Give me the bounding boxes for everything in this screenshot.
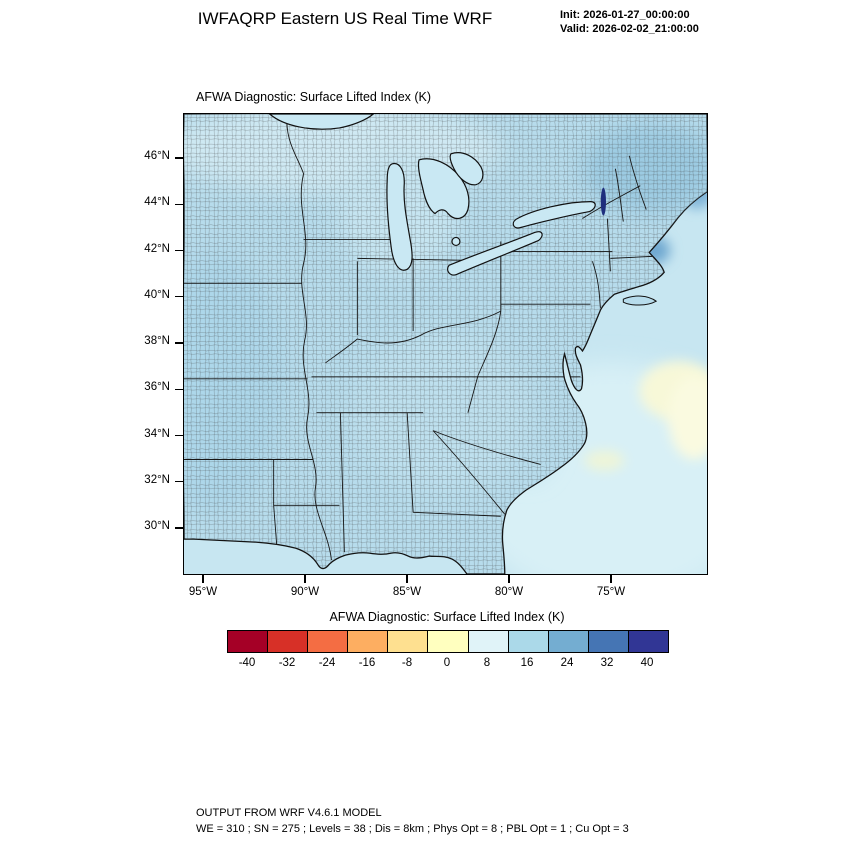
y-tick-mark	[175, 481, 183, 483]
y-tick-mark	[175, 388, 183, 390]
y-tick-mark	[175, 434, 183, 437]
init-time-label: Init: 2026-01-27_00:00:00	[560, 9, 690, 21]
x-tick-mark	[406, 575, 408, 583]
colorbar-box	[228, 631, 268, 652]
colorbar-box	[427, 631, 468, 652]
colorbar-box	[307, 631, 348, 652]
y-axis-tick-label: 38°N	[144, 335, 170, 347]
lake-st-clair	[451, 236, 461, 247]
long-island	[622, 295, 658, 306]
colorbar-tick-label: -16	[358, 657, 376, 669]
x-axis-tick-label: 85°W	[392, 586, 422, 598]
colorbar-box	[587, 631, 628, 652]
y-tick-mark	[175, 342, 183, 344]
x-tick-mark	[304, 575, 306, 583]
x-axis-tick-label: 80°W	[494, 586, 524, 598]
colorbar-tick-label: -40	[238, 657, 256, 669]
georgian-bay	[449, 152, 484, 186]
x-axis-tick-label: 95°W	[188, 586, 218, 598]
footer: OUTPUT FROM WRF V4.6.1 MODEL WE = 310 ; …	[196, 806, 629, 837]
colorbar-tick-label: 0	[443, 657, 451, 669]
colorbar-tick-label: 40	[640, 657, 654, 669]
colorbar-tick-label: -8	[401, 657, 413, 669]
colorbar-tick-label: 24	[560, 657, 574, 669]
colorbar-box	[467, 631, 508, 652]
colorbar	[227, 630, 669, 653]
page-title: IWFAQRP Eastern US Real Time WRF	[197, 9, 493, 28]
y-axis-tick-label: 40°N	[144, 288, 170, 301]
x-axis-tick-label: 90°W	[290, 586, 320, 598]
colorbar-box	[507, 631, 548, 652]
great-lakes	[268, 114, 596, 276]
colorbar-box	[347, 631, 388, 652]
map-frame	[183, 113, 708, 575]
x-tick-mark	[610, 575, 612, 583]
state-boundaries	[184, 114, 653, 561]
plot-title: AFWA Diagnostic: Surface Lifted Index (K…	[196, 90, 432, 104]
x-axis-tick-label: 75°W	[596, 586, 626, 598]
colorbar-tick-label: 16	[520, 657, 534, 669]
colorbar-tick-label: 32	[600, 657, 614, 669]
map-canvas	[184, 114, 707, 574]
y-tick-mark	[175, 157, 183, 159]
y-tick-mark	[175, 249, 183, 252]
x-tick-mark	[508, 575, 510, 583]
colorbar-label: AFWA Diagnostic: Surface Lifted Index (K…	[329, 610, 565, 624]
y-axis-tick-label: 30°N	[144, 520, 170, 532]
valid-time-label: Valid: 2026-02-02_21:00:00	[560, 22, 699, 35]
colorbar-tick-label: -24	[318, 657, 336, 669]
y-tick-mark	[175, 296, 183, 298]
colorbar-box	[387, 631, 428, 652]
colorbar-tick-label: 8	[483, 657, 491, 669]
colorbar-tick-label: -32	[278, 657, 296, 669]
colorbar-box	[547, 631, 588, 652]
colorbar-box	[627, 631, 669, 652]
colorbar-box	[267, 631, 308, 652]
lake-ontario	[512, 201, 596, 229]
lake-superior	[268, 114, 375, 130]
y-axis-tick-label: 42°N	[144, 242, 170, 255]
y-tick-mark	[175, 527, 183, 529]
y-axis-tick-label: 44°N	[144, 196, 170, 209]
y-axis-tick-label: 46°N	[144, 150, 170, 162]
lake-michigan	[386, 162, 413, 271]
y-tick-mark	[175, 203, 183, 205]
y-axis-tick-label: 34°N	[144, 427, 170, 440]
y-axis-tick-label: 32°N	[144, 473, 170, 486]
run-times: Init: 2026-01-27_00:00:00 Valid: 2026-02…	[560, 9, 699, 36]
footer-config-line: WE = 310 ; SN = 275 ; Levels = 38 ; Dis …	[196, 822, 629, 835]
lake-champlain-maxima	[600, 187, 606, 216]
footer-model-line: OUTPUT FROM WRF V4.6.1 MODEL	[196, 807, 382, 819]
y-axis-tick-label: 36°N	[144, 381, 170, 394]
lake-erie	[446, 231, 543, 276]
x-tick-mark	[202, 575, 204, 583]
